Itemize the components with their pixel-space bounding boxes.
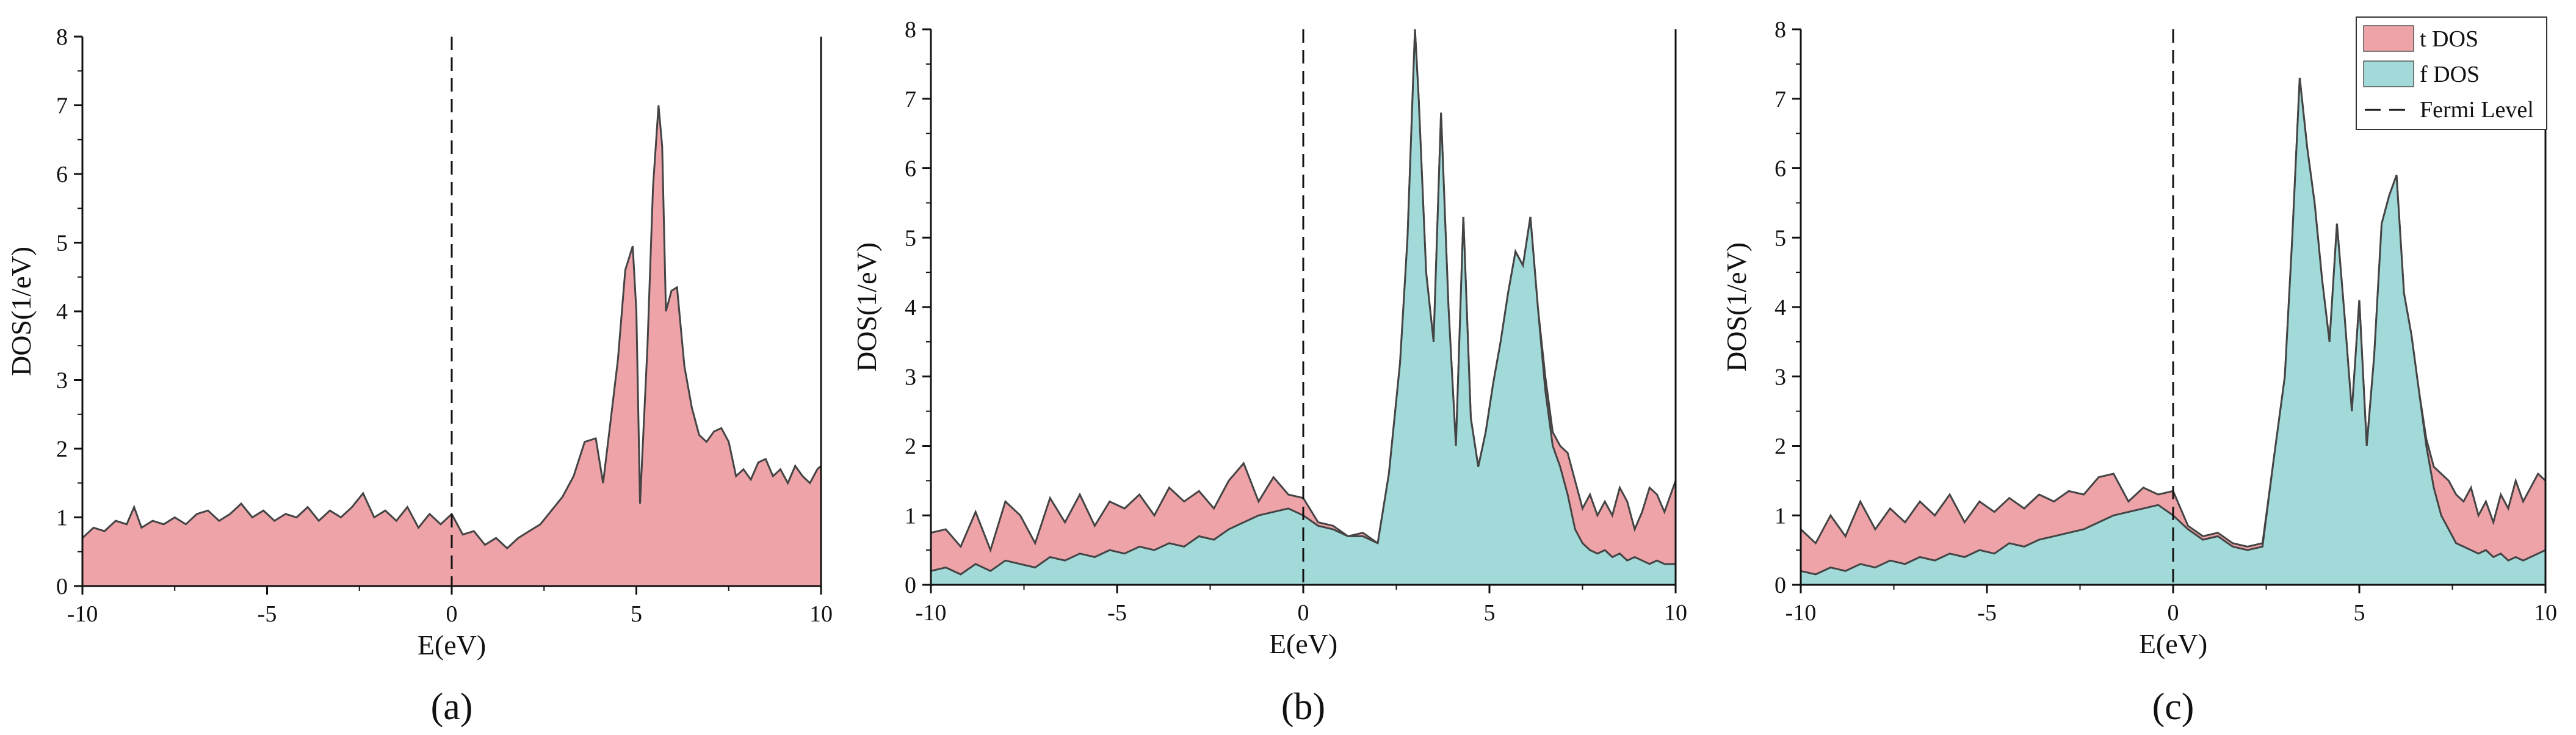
y-tick-label: 0 (56, 574, 68, 599)
y-axis-title: DOS(1/eV) (5, 247, 37, 376)
y-tick-label: 1 (56, 505, 68, 531)
series-line-t-dos (81, 105, 822, 550)
y-tick-label: 1 (905, 503, 916, 529)
legend-label: t DOS (2420, 26, 2478, 52)
legend-swatch-t-dos (2363, 25, 2414, 52)
x-tick-label: 5 (631, 601, 642, 627)
y-tick-label: 5 (1775, 225, 1786, 251)
legend-label: Fermi Level (2420, 97, 2534, 123)
panel-label: (c) (2152, 686, 2194, 728)
chart-panel-2: -10 -5 0 5 10 0 1 2 3 4 5 6 7 8 E(eV) DOS(1/eV) (b) (851, 17, 1687, 728)
y-tick-label: 8 (905, 17, 916, 43)
x-tick-label: 10 (809, 601, 833, 627)
x-tick-label: 5 (1484, 600, 1496, 626)
chart-panel-3: -10 -5 0 5 10 0 1 2 3 4 5 6 7 8 E(eV) DOS(1/eV) (c) (1721, 17, 2557, 728)
chart-panel-1: -10 -5 0 5 10 0 1 2 3 4 5 6 7 8 E(eV) DOS(1/eV) (a) (5, 24, 833, 728)
y-tick-label: 7 (1775, 87, 1786, 112)
series-area-t-dos (82, 105, 821, 586)
y-tick-label: 3 (1775, 364, 1786, 390)
series-area-f-dos (931, 29, 1676, 585)
series-line-f-dos (1800, 78, 2546, 576)
x-tick-label: 10 (1664, 600, 1687, 626)
y-tick-label: 4 (905, 295, 916, 320)
x-tick-label: 0 (446, 601, 458, 627)
y-axis-title: DOS(1/eV) (851, 242, 882, 372)
x-tick-label: 0 (2168, 600, 2179, 626)
y-tick-label: 3 (905, 364, 916, 390)
y-tick-label: 6 (1775, 156, 1786, 182)
y-tick-label: 6 (905, 156, 916, 182)
y-tick-label: 2 (1775, 434, 1786, 460)
x-tick-label: -5 (258, 601, 277, 627)
x-tick-label: 5 (2354, 600, 2365, 626)
y-tick-label: 7 (905, 87, 916, 112)
y-tick-label: 2 (56, 436, 68, 462)
panel-label: (a) (431, 686, 473, 728)
x-tick-label: -10 (916, 600, 947, 626)
series-line-f-dos (930, 29, 1676, 576)
y-tick-label: 8 (56, 24, 68, 50)
x-tick-label: 0 (1298, 600, 1309, 626)
x-tick-label: -10 (67, 601, 98, 627)
legend-swatch-f-dos (2363, 60, 2414, 87)
y-tick-label: 7 (56, 93, 68, 119)
y-axis-title: DOS(1/eV) (1721, 242, 1752, 372)
panel-label: (b) (1281, 686, 1325, 728)
y-tick-label: 0 (1775, 573, 1786, 598)
x-axis-title: E(eV) (2139, 628, 2207, 659)
legend-label: f DOS (2420, 62, 2480, 87)
y-tick-label: 3 (56, 368, 68, 394)
y-tick-label: 2 (905, 434, 916, 460)
x-tick-label: -5 (1107, 600, 1127, 626)
x-tick-label: 10 (2534, 600, 2557, 626)
x-axis-title: E(eV) (1269, 628, 1337, 659)
x-tick-label: -10 (1785, 600, 1817, 626)
series-area-f-dos (1801, 78, 2545, 585)
y-tick-label: 6 (56, 162, 68, 187)
y-tick-label: 5 (905, 225, 916, 251)
y-tick-label: 5 (56, 231, 68, 256)
x-tick-label: -5 (1977, 600, 1997, 626)
y-tick-label: 4 (1775, 295, 1786, 320)
y-tick-label: 1 (1775, 503, 1786, 529)
y-tick-label: 0 (905, 573, 916, 598)
y-tick-label: 8 (1775, 17, 1786, 43)
legend: t DOS f DOS Fermi Level (2356, 16, 2547, 130)
x-axis-title: E(eV) (418, 629, 486, 661)
y-tick-label: 4 (56, 299, 68, 325)
